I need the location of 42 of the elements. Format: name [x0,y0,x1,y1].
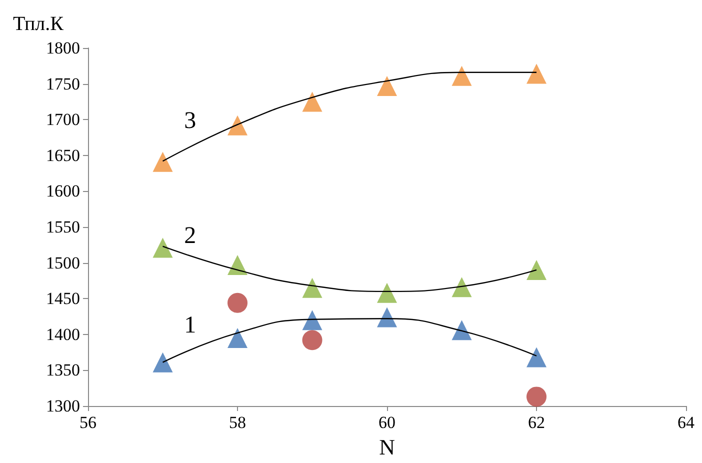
y-tick-label: 1600 [46,182,80,201]
point [452,320,472,340]
x-tick-label: 58 [229,413,246,432]
point [302,330,322,350]
point [302,278,322,298]
y-tick-label: 1300 [46,396,80,416]
point [526,347,546,368]
annotation: 2 [184,223,196,250]
x-axis-title: N [379,434,396,460]
y-tick-label: 1450 [46,289,80,308]
x-tick-label: 62 [528,413,545,432]
point [228,292,248,313]
x-tick-label: 64 [678,413,695,432]
x-tick-label: 60 [378,413,396,432]
y-axis-title: Тпл.К [13,13,64,35]
point [526,64,546,84]
annotation: 3 [184,108,196,134]
point [152,152,173,172]
point [228,328,248,348]
x-tick-label: 56 [80,413,96,432]
point [452,277,472,298]
point [228,254,248,275]
point [377,282,397,303]
point [377,307,397,328]
point [302,310,322,330]
annotation: 1 [184,312,196,339]
y-tick-label: 1750 [46,74,80,94]
point [152,238,173,258]
point [452,66,472,86]
point [152,352,173,372]
point [526,260,546,280]
y-tick-label: 1650 [46,146,80,165]
y-tick-label: 1700 [46,110,80,130]
y-tick-label: 1400 [46,324,80,344]
y-tick-label: 1550 [46,218,80,236]
point [302,92,322,112]
point [228,115,248,136]
y-tick-label: 1350 [46,360,80,380]
point [377,76,397,96]
point [526,386,546,407]
y-tick-label: 1500 [46,253,80,272]
y-tick-label: 1800 [46,38,80,58]
